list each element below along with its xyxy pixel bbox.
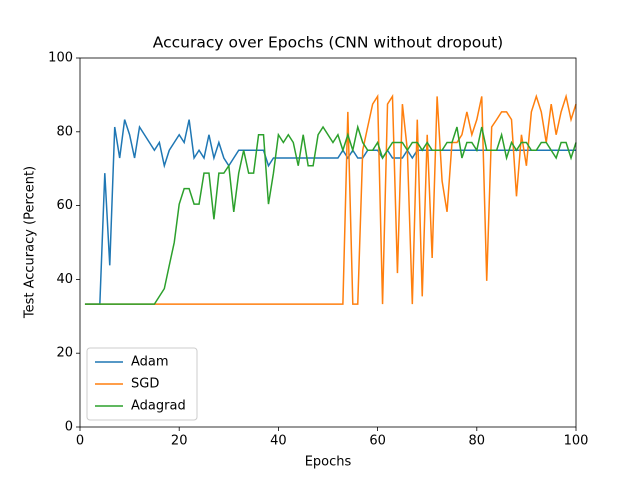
legend-label: Adam: [131, 355, 169, 370]
line-series: [84, 124, 577, 305]
y-tick-label: 80: [56, 124, 73, 139]
y-tick-label: 60: [56, 198, 73, 213]
x-tick-label: 80: [469, 434, 486, 449]
x-tick-label: 0: [76, 434, 84, 449]
x-tick-label: 20: [171, 434, 188, 449]
x-tick-label: 60: [369, 434, 386, 449]
line-series: [84, 93, 577, 305]
y-tick-label: 20: [56, 346, 73, 361]
chart-title: Accuracy over Epochs (CNN without dropou…: [153, 34, 503, 52]
plot-frame: [79, 57, 577, 428]
y-axis-label: Test Accuracy (Percent): [23, 166, 38, 319]
legend-label: SGD: [131, 377, 159, 392]
x-tick-label: 100: [564, 434, 589, 449]
y-tick-label: 0: [65, 420, 73, 435]
legend-box: [86, 347, 198, 421]
legend-label: Adagrad: [131, 399, 186, 414]
y-tick-label: 40: [56, 272, 73, 287]
x-axis-label: Epochs: [305, 455, 352, 470]
y-tick-label: 100: [48, 51, 73, 66]
x-tick-label: 40: [270, 434, 287, 449]
